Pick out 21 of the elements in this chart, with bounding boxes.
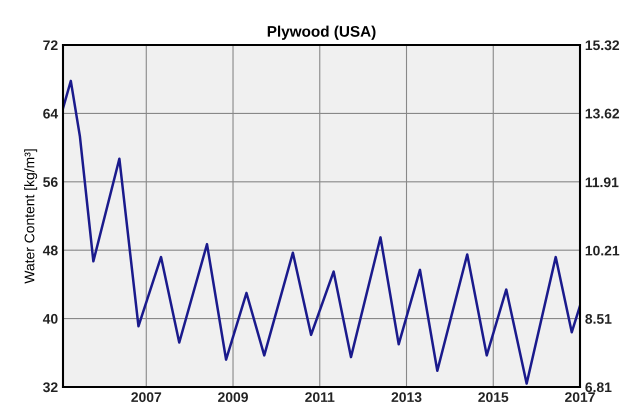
y-tick-label: 72 xyxy=(43,40,58,50)
x-tick-label: 2013 xyxy=(392,392,422,402)
x-tick-label: 2007 xyxy=(131,392,162,402)
x-tick-label: 2015 xyxy=(478,392,508,402)
y-tick-label: 64 xyxy=(43,108,58,119)
y2-tick-label: 8.51 xyxy=(585,314,612,324)
y2-tick-label: 13.62 xyxy=(586,108,620,119)
y2-tick-label: 15.32 xyxy=(586,40,620,50)
chart-title: Plywood (USA) xyxy=(268,26,376,40)
y-tick-label: 48 xyxy=(42,246,58,256)
y-tick-label: 32 xyxy=(43,382,58,392)
y2-tick-label: 10.21 xyxy=(586,246,620,256)
line-series xyxy=(63,80,580,385)
x-tick-label: 2011 xyxy=(305,392,334,402)
y-tick-label: 56 xyxy=(43,177,58,187)
y2-tick-label: 6.81 xyxy=(585,382,612,392)
x-tick-label: 2017 xyxy=(565,392,595,402)
y-tick-label: 40 xyxy=(42,314,58,324)
x-tick-label: 2009 xyxy=(218,392,248,402)
y2-tick-label: 11.91 xyxy=(586,177,618,188)
y-axis-title: Water Content [kg/m³] xyxy=(24,149,38,284)
